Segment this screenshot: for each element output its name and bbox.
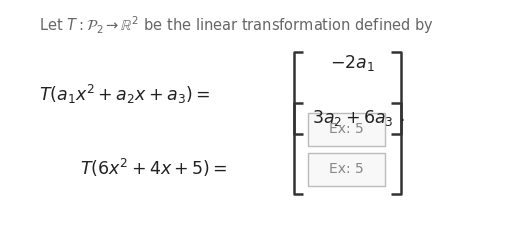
Text: Ex: 5: Ex: 5 — [329, 122, 364, 136]
FancyBboxPatch shape — [308, 113, 385, 146]
Text: .: . — [399, 107, 404, 125]
Text: $T(6x^2 + 4x + 5) =$: $T(6x^2 + 4x + 5) =$ — [80, 157, 228, 179]
Text: Ex: 5: Ex: 5 — [329, 162, 364, 176]
FancyBboxPatch shape — [308, 153, 385, 186]
Text: $-2a_1$: $-2a_1$ — [330, 53, 375, 74]
Text: $T(a_1x^2 + a_2x + a_3) =$: $T(a_1x^2 + a_2x + a_3) =$ — [39, 82, 210, 106]
Text: Let $T : \mathcal{P}_2 \rightarrow \mathbb{R}^2$ be the linear transformation de: Let $T : \mathcal{P}_2 \rightarrow \math… — [39, 14, 434, 35]
Text: $3a_2 + 6a_3$: $3a_2 + 6a_3$ — [312, 107, 393, 128]
